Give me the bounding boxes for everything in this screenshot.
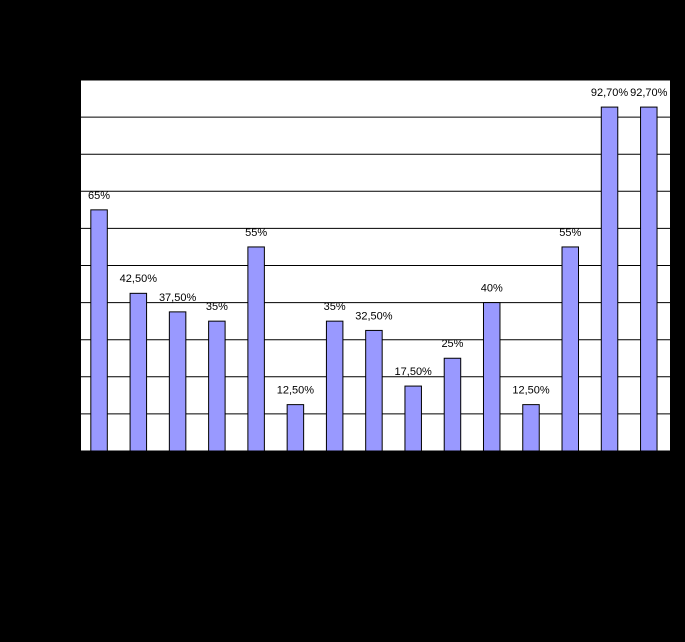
data-label: 12,50%: [512, 385, 550, 397]
data-label: 32,50%: [355, 310, 393, 322]
data-label: 35%: [324, 301, 346, 313]
bar: [482, 302, 501, 452]
bar: [443, 357, 462, 452]
bar: [522, 404, 540, 452]
data-label: 92,70%: [591, 87, 629, 99]
data-label: 17,50%: [395, 366, 433, 378]
data-label: 37,50%: [159, 292, 197, 304]
bar: [208, 320, 226, 452]
data-label: 40%: [481, 283, 503, 295]
bar: [325, 320, 344, 452]
data-label: 55%: [559, 227, 581, 239]
bar: [561, 246, 580, 452]
bar: [640, 106, 658, 452]
bar: [365, 329, 383, 452]
data-label: 12,50%: [277, 385, 315, 397]
bar: [600, 106, 619, 452]
data-label: 65%: [88, 190, 110, 202]
data-label: 92,70%: [630, 87, 668, 99]
data-label: 42,50%: [120, 273, 158, 285]
bar: [247, 246, 265, 452]
data-label: 25%: [441, 338, 463, 350]
bar: [404, 385, 422, 452]
data-label: 35%: [206, 301, 228, 313]
bar: [90, 209, 108, 452]
bar: [129, 292, 148, 452]
data-label: 55%: [245, 227, 267, 239]
bar: [168, 311, 187, 452]
bar: [286, 404, 305, 452]
